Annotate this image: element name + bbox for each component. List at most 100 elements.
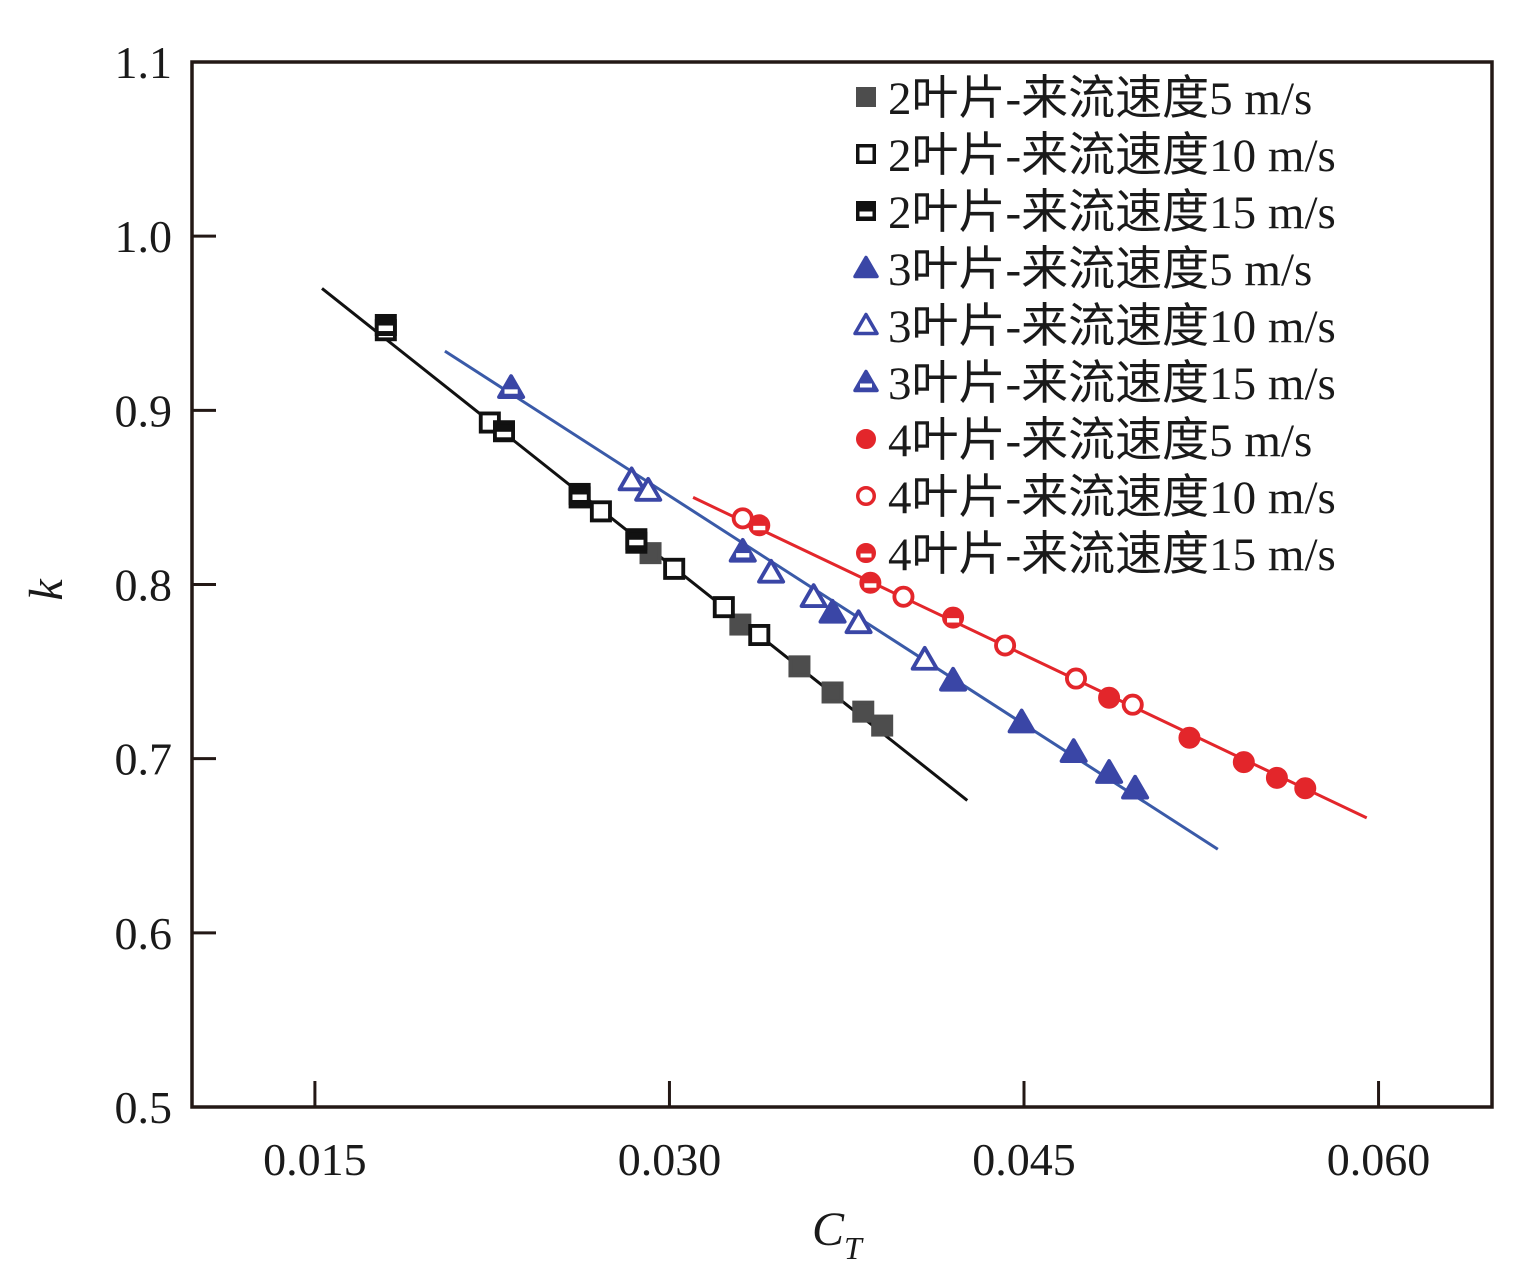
marker-half-mask — [378, 325, 393, 332]
triangle-marker — [844, 609, 873, 635]
marker-half-mask — [572, 494, 587, 500]
data-point — [568, 482, 591, 505]
data-point — [757, 558, 786, 584]
marker-half-mask — [753, 525, 766, 531]
marker-half-mask — [859, 211, 873, 217]
triangle-marker — [818, 598, 847, 624]
legend-item: 4叶片-来流速度5 m/s — [856, 415, 1312, 467]
square-marker — [856, 87, 876, 107]
data-point — [844, 609, 873, 635]
legend-marker — [856, 486, 876, 506]
circle-marker — [994, 634, 1017, 657]
data-point — [625, 528, 648, 551]
square-marker — [663, 557, 686, 580]
square-marker — [729, 613, 752, 636]
legend-label: 3叶片-来流速度5 m/s — [888, 244, 1312, 296]
legend-marker — [856, 543, 876, 563]
data-point — [1294, 777, 1317, 800]
circle-marker — [856, 543, 876, 563]
circle-marker — [1178, 726, 1201, 749]
x-axis-label-subscript: T — [844, 1230, 864, 1266]
circle-marker — [1065, 667, 1088, 690]
x-axis-label-main: C — [812, 1203, 845, 1256]
circle-marker — [1265, 766, 1288, 789]
legend-label: 2叶片-来流速度5 m/s — [888, 73, 1312, 125]
marker-half-mask — [947, 618, 960, 623]
legend-item: 2叶片-来流速度10 m/s — [856, 130, 1336, 182]
triangle-marker — [1007, 708, 1036, 734]
data-point — [910, 645, 939, 671]
data-point — [748, 624, 771, 647]
circle-marker — [856, 429, 876, 449]
circle-marker — [892, 585, 915, 608]
axis-ticks: 0.015 0.030 0.045 0.060 0.5 0.6 0.7 0.8 0.9 1.0 1.… — [115, 37, 1431, 1185]
x-tick-label: 0.015 — [263, 1134, 367, 1185]
triangle-marker — [1095, 759, 1124, 784]
legend-marker — [856, 201, 876, 221]
data-point — [748, 514, 771, 537]
legend-marker — [856, 144, 876, 164]
legend-marker — [856, 429, 876, 449]
data-point — [663, 557, 686, 580]
data-point — [871, 714, 894, 737]
legend-label: 2叶片-来流速度15 m/s — [888, 187, 1336, 239]
data-point — [859, 571, 882, 594]
triangle-marker — [939, 666, 968, 692]
circle-marker — [1121, 693, 1144, 716]
triangle-marker — [634, 476, 663, 502]
legend-label: 3叶片-来流速度10 m/s — [888, 301, 1336, 353]
data-points — [374, 313, 1317, 800]
square-marker — [374, 313, 397, 336]
triangle-marker — [1121, 774, 1150, 800]
y-tick-label: 0.6 — [115, 908, 173, 959]
data-point — [589, 500, 612, 523]
marker-half-mask — [864, 583, 877, 588]
y-tick-label: 0.7 — [115, 734, 173, 785]
legend-marker — [853, 369, 879, 393]
data-point — [1065, 667, 1088, 690]
square-marker — [712, 596, 735, 619]
square-marker — [788, 655, 811, 678]
data-point — [728, 537, 757, 563]
data-point — [729, 613, 752, 636]
legend-label: 3叶片-来流速度15 m/s — [888, 358, 1336, 410]
triangle-marker — [853, 312, 879, 336]
marker-half-mask — [504, 389, 518, 394]
data-point — [852, 700, 875, 723]
marker-half-mask — [736, 553, 750, 558]
data-point — [818, 598, 847, 624]
x-tick-label: 0.060 — [1327, 1134, 1431, 1185]
data-point — [994, 634, 1017, 657]
data-point — [1098, 686, 1121, 709]
circle-marker — [859, 571, 882, 594]
y-tick-label: 1.1 — [115, 37, 173, 88]
circle-marker — [748, 514, 771, 537]
legend-label: 4叶片-来流速度15 m/s — [888, 529, 1336, 581]
data-point — [1121, 693, 1144, 716]
data-point — [1232, 751, 1255, 774]
data-point — [1095, 759, 1124, 784]
square-marker — [492, 420, 515, 443]
legend-marker — [856, 87, 876, 107]
data-point — [1007, 708, 1036, 734]
legend-item: 2叶片-来流速度15 m/s — [856, 187, 1336, 239]
legend-item: 3叶片-来流速度15 m/s — [853, 358, 1336, 410]
x-axis-label: CT — [812, 1203, 864, 1266]
circle-marker — [1098, 686, 1121, 709]
data-point — [942, 606, 965, 629]
x-tick-label: 0.045 — [972, 1134, 1076, 1185]
data-point — [617, 466, 646, 492]
legend-item: 4叶片-来流速度10 m/s — [856, 472, 1336, 524]
data-point — [712, 596, 735, 619]
y-tick-label: 1.0 — [115, 211, 173, 262]
data-point — [892, 585, 915, 608]
legend-item: 3叶片-来流速度5 m/s — [853, 244, 1312, 296]
data-point — [1121, 774, 1150, 800]
triangle-marker — [617, 466, 646, 492]
data-point — [821, 681, 844, 704]
data-point — [634, 476, 663, 502]
data-point — [788, 655, 811, 678]
y-tick-label: 0.9 — [115, 385, 173, 436]
square-marker — [589, 500, 612, 523]
